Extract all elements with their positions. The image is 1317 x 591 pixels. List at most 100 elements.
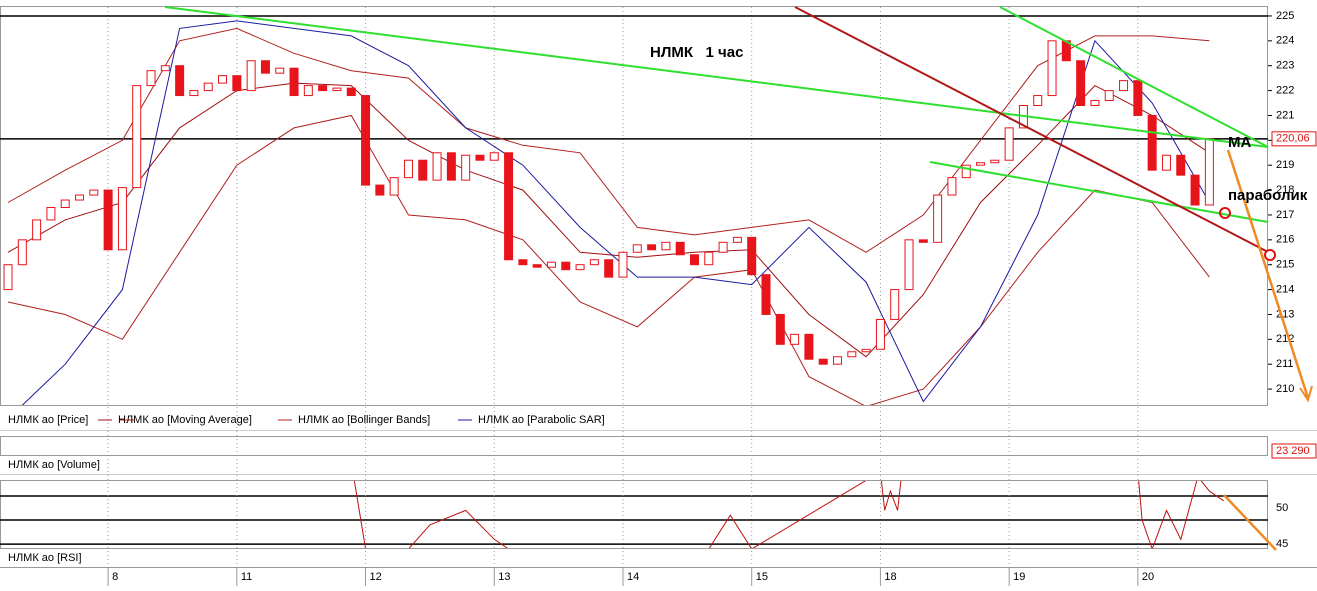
y-tick-label: 222 [1276, 84, 1294, 96]
candle [289, 67, 299, 97]
candle [1119, 80, 1129, 92]
candle [976, 162, 986, 166]
candle [1076, 60, 1086, 107]
y-tick-label: 45 [1276, 538, 1288, 550]
candle [175, 65, 185, 97]
trend-line [794, 6, 1269, 253]
candle [275, 67, 285, 74]
candle [732, 236, 742, 243]
candle [947, 177, 957, 196]
trend-lines [164, 6, 1313, 551]
candle [446, 152, 456, 181]
candle [475, 154, 485, 161]
y-tick-label: 223 [1276, 60, 1294, 72]
x-tick-label: 8 [112, 571, 118, 583]
x-tick-label: 12 [370, 571, 382, 583]
chart-title: НЛМК 1 час [650, 44, 743, 61]
forecast-arrow [1226, 149, 1310, 399]
candle [704, 251, 714, 266]
candle [318, 85, 328, 92]
candle [747, 236, 757, 276]
indicator-line [7, 27, 1210, 253]
candle [718, 241, 728, 253]
candle [632, 244, 642, 253]
candle [918, 239, 928, 243]
candle [890, 289, 900, 320]
y-tick-label: 50 [1276, 502, 1288, 514]
candle [60, 199, 70, 208]
legend-label: НЛМК ао [Bollinger Bands] [298, 414, 430, 426]
x-tick-label: 15 [756, 571, 768, 583]
candle [604, 259, 614, 278]
candle [103, 189, 113, 251]
volume-frame [0, 436, 1268, 456]
x-tick-label: 11 [241, 571, 252, 583]
candle [203, 82, 213, 92]
candle [589, 259, 599, 266]
y-tick-label: 224 [1276, 35, 1294, 47]
volume-value: 23 290 [1276, 445, 1310, 457]
candle [389, 177, 399, 196]
price-plot [3, 20, 1214, 405]
candle [1104, 90, 1114, 102]
candle [489, 152, 499, 161]
panel-label: НЛМК ао [Volume] [8, 459, 100, 471]
y-tick-label: 219 [1276, 159, 1294, 171]
candle [89, 189, 99, 196]
candle [689, 254, 699, 266]
x-tick-label: 13 [498, 571, 510, 583]
candle [1047, 40, 1057, 97]
candle [961, 164, 971, 179]
candle [504, 152, 514, 261]
indicator-line [7, 82, 1210, 358]
candle [75, 194, 85, 201]
x-tick-label: 19 [1013, 571, 1025, 583]
legend-label: НЛМК ао [Parabolic SAR] [478, 414, 605, 426]
legend-label: НЛМК ао [Price] [8, 414, 88, 426]
marker-circle [1219, 207, 1231, 219]
candle [847, 351, 857, 358]
candle [461, 154, 471, 181]
indicator-line [7, 114, 1210, 405]
candle [132, 85, 142, 189]
indicator-line [21, 20, 1210, 405]
candle [375, 184, 385, 196]
candle [1033, 95, 1043, 107]
x-tick-label: 20 [1142, 571, 1154, 583]
candle [904, 239, 914, 291]
candle [346, 87, 356, 97]
price-badge [1271, 131, 1317, 147]
candle [1147, 114, 1157, 171]
candle [532, 264, 542, 268]
candle [833, 356, 843, 365]
candle [260, 60, 270, 74]
candle [804, 333, 814, 360]
y-tick-label: 217 [1276, 209, 1294, 221]
candle [17, 239, 27, 266]
candle [403, 159, 413, 179]
candle [418, 159, 428, 181]
candle [232, 75, 242, 92]
marker-circle [1264, 249, 1276, 261]
candle [1004, 127, 1014, 161]
candle [561, 261, 571, 271]
candle [575, 264, 585, 271]
candle [790, 333, 800, 345]
candle [3, 264, 13, 291]
rsi-frame [0, 480, 1268, 549]
candle [647, 244, 657, 251]
trend-line [929, 161, 1269, 223]
candle [1190, 174, 1200, 206]
candle [518, 259, 528, 266]
panel-label: НЛМК ао [RSI] [8, 552, 82, 564]
legend: НЛМК ао [Price] НЛМК ао [Moving Average] Н… [8, 414, 605, 426]
candle [189, 90, 199, 97]
x-tick-label: 18 [884, 571, 896, 583]
y-tick-label: 218 [1276, 184, 1294, 196]
candle [32, 219, 42, 241]
candle [661, 241, 671, 251]
price-frame [0, 6, 1268, 406]
candle [818, 358, 828, 365]
candle [675, 241, 685, 256]
last-price-label: 220,06 [1276, 133, 1310, 145]
